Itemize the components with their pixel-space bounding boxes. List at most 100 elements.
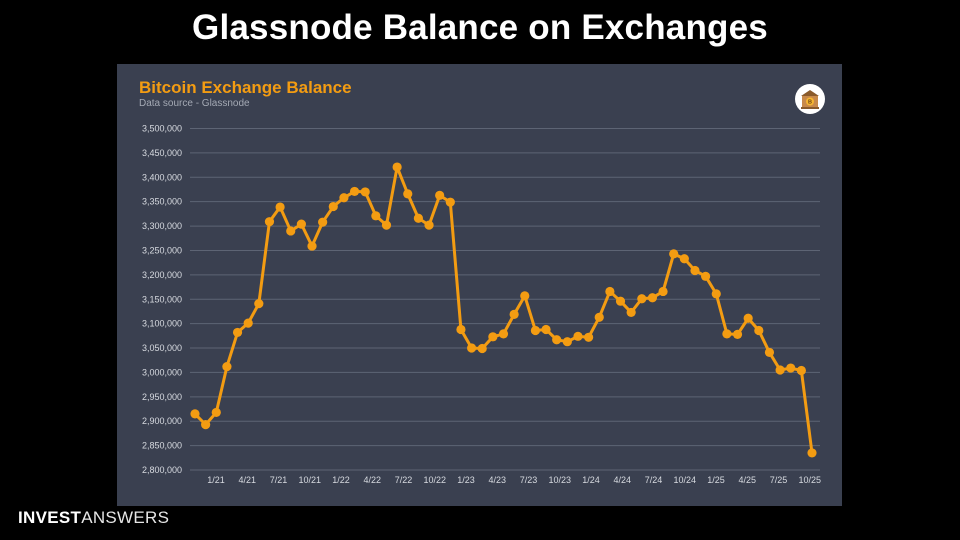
x-tick-label: 4/21 [238, 475, 256, 485]
data-point [381, 220, 392, 230]
data-point [594, 312, 604, 322]
data-point [328, 201, 338, 212]
x-tick-label: 4/24 [613, 475, 631, 485]
data-point [435, 190, 445, 200]
series-line [193, 165, 814, 454]
chart-subtitle: Data source - Glassnode [139, 98, 250, 109]
x-tick-label: 10/25 [798, 475, 821, 485]
data-point [349, 186, 360, 197]
data-point [307, 241, 317, 251]
data-point [477, 343, 487, 354]
y-tick-label: 3,350,000 [142, 197, 182, 207]
data-point [211, 407, 221, 418]
x-tick-label: 10/22 [423, 475, 446, 485]
y-tick-label: 3,050,000 [142, 343, 182, 353]
data-point [296, 219, 306, 229]
x-tick-label: 10/24 [673, 475, 696, 485]
data-point [318, 217, 328, 227]
bitcoin-bank-icon: B [795, 84, 825, 114]
data-point [339, 193, 349, 203]
data-point [520, 291, 530, 301]
x-tick-label: 1/25 [707, 475, 725, 485]
data-point [669, 249, 679, 259]
data-point [360, 187, 370, 197]
data-point [637, 294, 647, 304]
data-point [552, 335, 562, 345]
data-point [264, 217, 275, 227]
data-point [254, 299, 264, 309]
data-point [466, 343, 477, 353]
data-point [201, 420, 211, 430]
data-point [413, 213, 423, 223]
x-tick-label: 10/23 [548, 475, 571, 485]
data-point [445, 197, 455, 207]
y-tick-label: 3,000,000 [142, 367, 182, 377]
data-point [488, 332, 498, 342]
y-tick-label: 3,500,000 [142, 124, 182, 134]
data-point [403, 189, 413, 199]
x-tick-label: 1/22 [332, 475, 350, 485]
data-point [605, 286, 615, 297]
y-tick-label: 2,850,000 [142, 441, 182, 451]
y-tick-label: 3,250,000 [142, 245, 182, 255]
data-point [286, 226, 296, 236]
brand-text-invest: INVEST [18, 508, 82, 527]
data-point [658, 286, 668, 297]
data-point [764, 347, 775, 358]
data-point [701, 271, 711, 281]
data-point [807, 448, 817, 458]
x-tick-label: 7/22 [395, 475, 413, 485]
data-point [775, 365, 785, 375]
data-point [584, 332, 594, 342]
data-point [796, 365, 806, 376]
data-point [562, 337, 572, 347]
data-point [243, 318, 253, 328]
x-tick-label: 1/21 [207, 475, 225, 485]
data-point [690, 265, 700, 276]
brand-text-answers: ANSWERS [81, 508, 170, 527]
line-chart: 2,800,000 2,850,000 2,900,000 2,950,000 3,00… [142, 124, 821, 486]
y-tick-label: 3,450,000 [142, 148, 182, 158]
x-tick-label: 1/24 [582, 475, 600, 485]
y-tick-label: 2,950,000 [142, 392, 182, 402]
data-point [456, 324, 466, 335]
data-point [530, 325, 541, 336]
data-point [573, 331, 583, 341]
x-tick-label: 7/21 [270, 475, 288, 485]
data-point [371, 211, 381, 221]
slide-title: Glassnode Balance on Exchanges [192, 8, 768, 47]
chart-title: Bitcoin Exchange Balance [139, 78, 352, 97]
data-point [424, 220, 434, 230]
data-point [732, 329, 743, 339]
x-tick-label: 10/21 [298, 475, 321, 485]
svg-text:B: B [808, 100, 812, 106]
y-tick-label: 2,800,000 [142, 465, 182, 475]
data-point [392, 162, 402, 172]
data-point [754, 325, 764, 336]
data-point [615, 296, 626, 306]
x-tick-label: 4/23 [488, 475, 506, 485]
data-point [222, 361, 232, 372]
y-tick-label: 3,100,000 [142, 319, 182, 329]
x-tick-label: 4/25 [738, 475, 756, 485]
data-point [786, 363, 796, 373]
x-tick-label: 4/22 [363, 475, 381, 485]
y-tick-label: 3,300,000 [142, 221, 182, 231]
data-point [232, 327, 243, 338]
data-point [679, 254, 689, 264]
y-tick-label: 2,900,000 [142, 416, 182, 426]
data-point [626, 307, 636, 318]
data-point [711, 289, 721, 299]
brand-logo: INVESTANSWERS [18, 508, 169, 528]
y-tick-label: 3,150,000 [142, 294, 182, 304]
x-tick-label: 7/24 [645, 475, 663, 485]
x-tick-label: 1/23 [457, 475, 475, 485]
chart-panel: 2,800,000 2,850,000 2,900,000 2,950,000 3,00… [117, 64, 842, 506]
x-tick-label: 7/23 [520, 475, 538, 485]
x-tick-label: 7/25 [770, 475, 788, 485]
data-point [647, 293, 658, 303]
data-point [743, 313, 753, 323]
data-point [722, 329, 732, 339]
data-point [190, 409, 200, 419]
y-tick-label: 3,400,000 [142, 172, 182, 182]
